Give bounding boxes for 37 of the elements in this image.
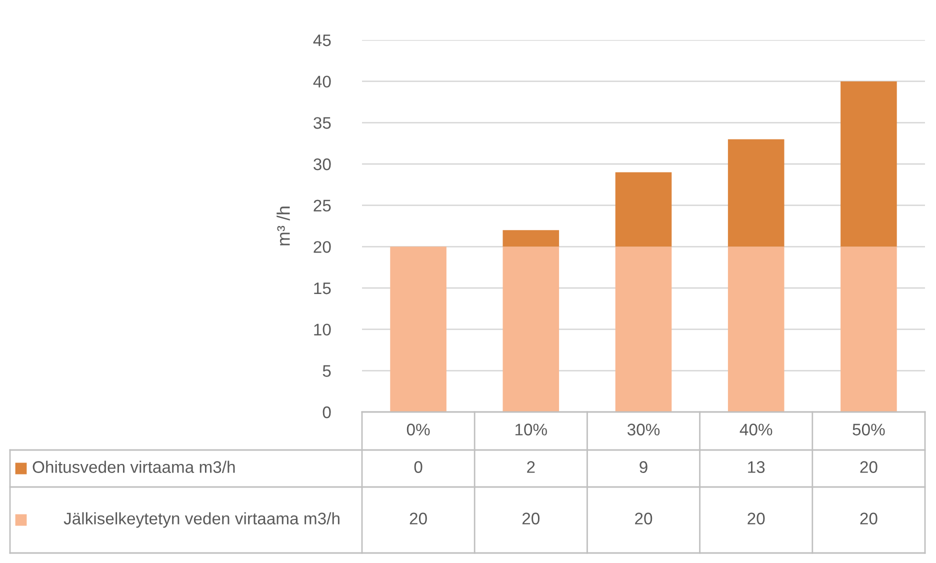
y-tick-label: 15	[314, 282, 331, 294]
bar	[728, 246, 784, 412]
y-tick-label: 35	[314, 117, 331, 129]
x-tick-label: 10%	[515, 424, 547, 436]
data-label: 20	[522, 512, 540, 524]
y-tick-label: 10	[314, 324, 331, 336]
x-tick-label: 30%	[627, 424, 660, 436]
data-label: 9	[640, 461, 648, 473]
bar	[502, 230, 560, 247]
legend-label: Jälkiselkeytetyn veden virtaama m3/h	[64, 512, 340, 528]
y-tick-label: 20	[314, 241, 331, 253]
bar	[840, 81, 897, 247]
data-label: 20	[860, 512, 878, 524]
bar	[728, 139, 784, 247]
x-tick-label: 0%	[406, 424, 430, 436]
data-label: 0	[414, 461, 422, 473]
data-label: 2	[527, 461, 535, 473]
bar	[615, 246, 672, 412]
x-tick-label: 40%	[740, 424, 772, 436]
y-tick-label: 30	[314, 158, 331, 170]
data-label: 13	[748, 461, 765, 473]
bar	[502, 246, 560, 412]
bar	[390, 246, 446, 412]
y-tick-label: 25	[314, 200, 331, 212]
data-label: 20	[860, 461, 878, 473]
y-tick-label: 5	[322, 365, 331, 377]
y-tick-label: 40	[313, 76, 331, 88]
bar	[615, 172, 672, 247]
y-axis-title: m³ /h	[276, 206, 290, 246]
data-label: 20	[635, 512, 652, 524]
data-label: 20	[410, 512, 427, 524]
y-tick-label: 45	[313, 34, 331, 46]
data-label: 20	[748, 512, 765, 524]
bar	[840, 246, 897, 412]
legend-label: Ohitusveden virtaama m3/h	[32, 460, 235, 473]
y-tick-label: 0	[322, 406, 331, 418]
x-tick-label: 50%	[852, 424, 885, 436]
